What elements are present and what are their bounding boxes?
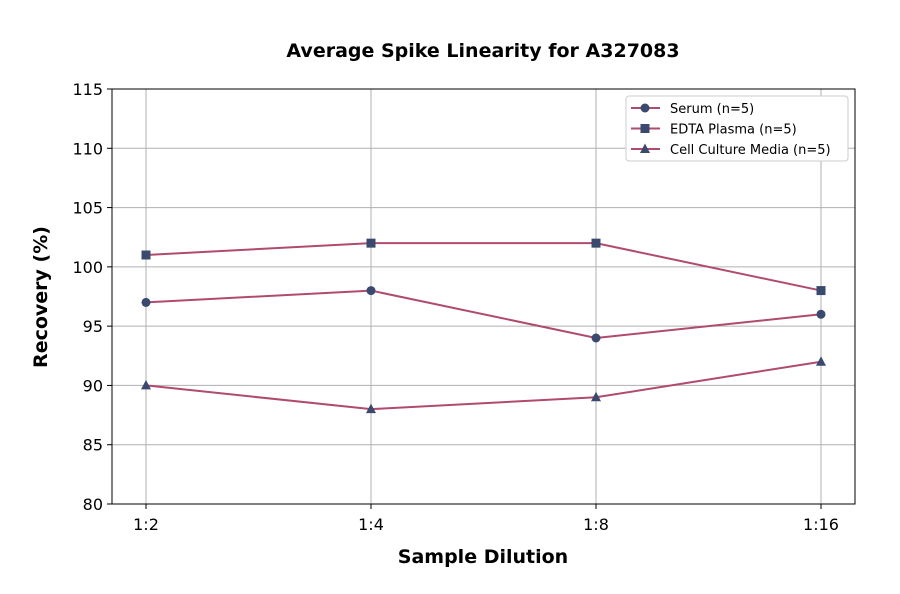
x-axis-label: Sample Dilution <box>398 546 568 568</box>
legend-marker <box>640 103 650 113</box>
data-point <box>816 309 826 319</box>
data-point <box>816 286 826 296</box>
data-point <box>141 379 151 390</box>
x-tick-label: 1:16 <box>803 515 839 534</box>
y-axis-label: Recovery (%) <box>30 226 52 368</box>
data-point <box>591 391 601 402</box>
legend-box <box>625 95 849 162</box>
legend-label: Cell Culture Media (n=5) <box>670 143 831 158</box>
y-tick-label: 105 <box>72 199 103 218</box>
x-tick-label: 1:4 <box>358 515 384 534</box>
series-line-0 <box>145 289 822 340</box>
chart-title: Average Spike Linearity for A327083 <box>286 40 679 62</box>
data-point <box>366 403 376 414</box>
plot-area-frame <box>111 88 856 505</box>
y-tick-label: 110 <box>72 139 103 158</box>
y-tick-label: 95 <box>83 317 103 336</box>
data-point <box>141 250 151 260</box>
data-point <box>816 356 826 366</box>
legend-label: EDTA Plasma (n=5) <box>670 123 797 138</box>
legend-marker <box>640 143 650 153</box>
y-tick-label: 100 <box>72 258 103 277</box>
y-tick-label: 85 <box>83 436 103 455</box>
series-line-1 <box>145 242 822 292</box>
legend: Serum (n=5) EDTA Plasma (n=5) Cell Culture… <box>625 95 849 162</box>
data-point <box>366 238 376 248</box>
data-point <box>591 333 601 343</box>
data-point <box>591 238 601 248</box>
data-point <box>366 286 376 296</box>
data-point <box>141 297 151 307</box>
series-line-2 <box>145 360 822 411</box>
y-tick-label: 80 <box>83 495 103 514</box>
legend-label: Serum (n=5) <box>670 102 754 117</box>
legend-marker <box>640 124 650 133</box>
x-tick-label: 1:8 <box>583 515 609 534</box>
x-tick-label: 1:2 <box>133 515 159 534</box>
y-tick-label: 115 <box>72 80 103 99</box>
y-tick-label: 90 <box>83 376 103 395</box>
